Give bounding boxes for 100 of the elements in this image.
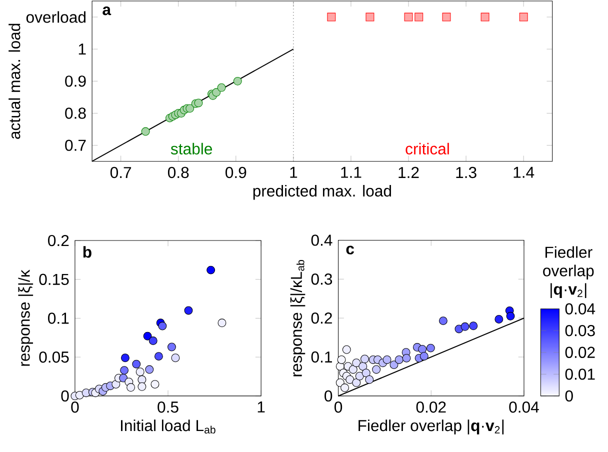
point [519, 12, 528, 22]
point [402, 354, 411, 362]
point [218, 318, 226, 327]
point [184, 306, 193, 315]
text: critical [406, 142, 449, 154]
x-tick-label: 1.1 [341, 166, 362, 178]
point [154, 352, 163, 360]
point [145, 365, 154, 374]
point [340, 383, 350, 392]
y-tick-label: 0.7 [65, 140, 86, 151]
x-tick-label: 0.7 [110, 166, 132, 178]
x-tick-label: 0.9 [226, 166, 246, 178]
y-tick-label: 0.05 [39, 351, 69, 363]
point [480, 12, 490, 22]
y-axis-title: response |ξ|/κ [18, 269, 34, 366]
point [75, 390, 84, 400]
x-axis-title: predicted max. load [253, 184, 391, 200]
point [348, 365, 358, 374]
point [352, 358, 361, 367]
point [138, 375, 146, 384]
series-label: stable [170, 142, 212, 154]
y-tick-label: overload [26, 11, 86, 23]
color-bar-label: 0.03 [565, 324, 595, 336]
point [336, 378, 344, 387]
point [460, 322, 470, 331]
color-bar-label: 0.04 [565, 303, 596, 314]
point [365, 375, 374, 384]
chart-title: b [83, 246, 92, 258]
point [506, 312, 515, 320]
point [337, 355, 346, 364]
x-tick-label: 1.4 [514, 166, 534, 178]
point [143, 332, 152, 340]
point [194, 98, 203, 108]
y-tick-label: 0.2 [311, 312, 332, 324]
y-tick-label: 0.8 [65, 107, 86, 119]
point [360, 354, 369, 363]
x-tick-label: 1 [258, 401, 265, 412]
y-tick-label: 0.15 [39, 274, 69, 285]
y-tick-label: 0.1 [311, 351, 332, 362]
point [233, 76, 242, 86]
x-tick-label: 1.2 [398, 166, 419, 178]
point [372, 365, 381, 374]
x-tick-label: 0 [334, 401, 342, 413]
x-axis-title: Fiedler overlap |q·v$_{2}$| [358, 419, 504, 434]
point [327, 12, 336, 22]
point [136, 367, 144, 376]
x-tick-label: 0.8 [168, 166, 189, 178]
y-axis-title: response |ξ|/κL$_{ab}$ [290, 260, 306, 376]
x-tick-label: 0.02 [416, 401, 446, 413]
color-bar-label: 0.02 [565, 346, 595, 358]
point [186, 104, 194, 112]
point [171, 353, 180, 362]
chart-title: a [102, 6, 112, 16]
point [426, 344, 435, 352]
x-tick-label: 0.04 [509, 401, 539, 413]
point [390, 360, 398, 369]
point [355, 372, 364, 380]
point [150, 380, 160, 388]
y-tick-label: 0.3 [311, 273, 332, 285]
point [346, 375, 354, 384]
point [138, 382, 146, 391]
point [342, 345, 351, 354]
point [358, 362, 368, 370]
y-tick-label: 0 [61, 390, 69, 402]
x-axis-title: Initial load L$_{ab}$ [121, 419, 216, 434]
point [120, 366, 129, 374]
point [438, 316, 448, 325]
point [442, 12, 451, 22]
y-tick-label: 0.9 [65, 75, 86, 87]
point [404, 12, 413, 22]
chart-title: c [346, 246, 354, 254]
x-tick-label: 1.3 [456, 166, 476, 178]
point [469, 321, 478, 330]
y-axis-title: actual max. load [8, 24, 20, 139]
y-tick-label: 0.1 [48, 312, 69, 324]
point [158, 322, 167, 330]
point [132, 360, 141, 368]
point [126, 382, 136, 392]
y-tick-label: 0 [324, 390, 332, 402]
point [352, 378, 361, 387]
point [418, 344, 427, 354]
point [382, 355, 392, 364]
point [494, 314, 504, 324]
point [148, 336, 158, 345]
point [414, 12, 424, 22]
point [206, 266, 216, 274]
y-tick-label: 1 [78, 43, 86, 54]
point [217, 83, 226, 92]
point [120, 353, 130, 362]
y-tick-label: 0.4 [311, 234, 332, 246]
point [362, 368, 370, 378]
point [366, 12, 374, 22]
point [212, 88, 221, 96]
color-bar-title: Fiedler overlap |q·v$_{2}$| [543, 246, 594, 298]
x-tick-label: 0.5 [158, 401, 178, 413]
point [168, 342, 176, 352]
point [420, 352, 428, 360]
x-tick-label: 1 [290, 166, 298, 178]
point [394, 355, 404, 364]
color-bar-label: 0.01 [565, 368, 595, 380]
